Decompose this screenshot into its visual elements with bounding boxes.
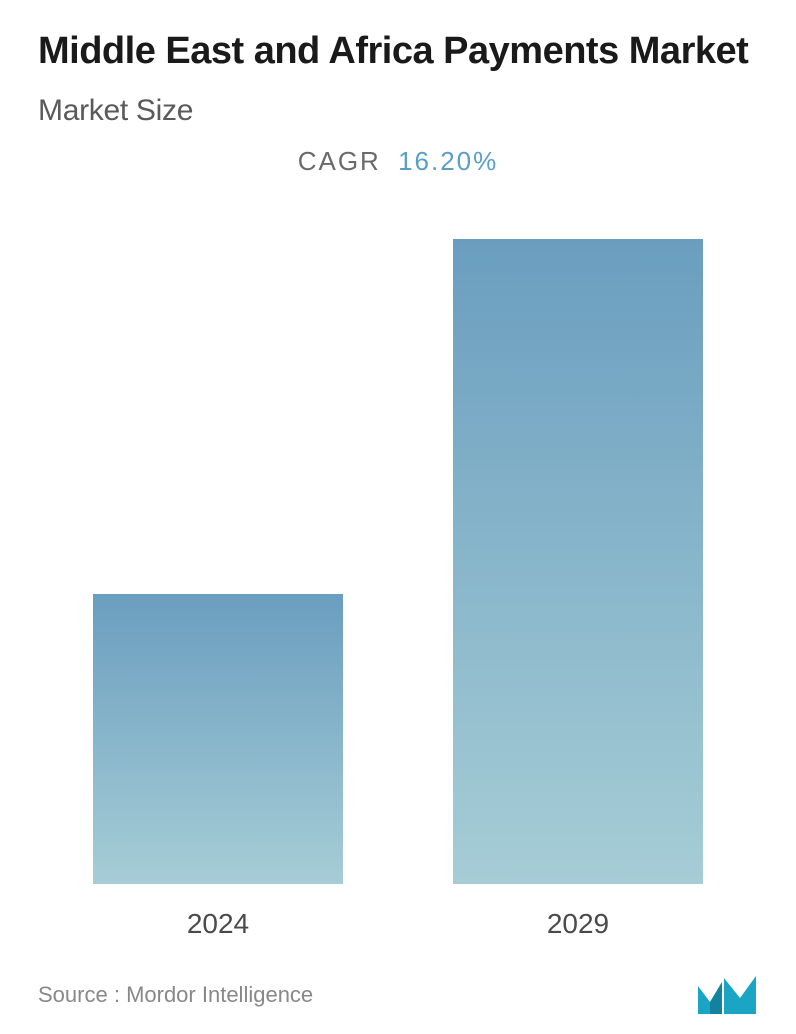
bar-label-0: 2024 [187,908,249,940]
mordor-logo-icon [698,976,758,1014]
chart-container: Middle East and Africa Payments Market M… [0,0,796,1034]
footer: Source : Mordor Intelligence [38,970,758,1014]
chart-plot-area: 2024 2029 [38,177,758,941]
source-label: Source : [38,982,120,1007]
bar-group-1: 2029 [453,239,703,940]
chart-subtitle: Market Size [38,94,758,128]
bar-label-1: 2029 [547,908,609,940]
cagr-row: CAGR 16.20% [38,146,758,177]
chart-title: Middle East and Africa Payments Market [38,28,758,76]
cagr-label: CAGR [298,146,381,176]
source-value: Mordor Intelligence [126,982,313,1007]
bar-1 [453,239,703,884]
cagr-value: 16.20% [398,146,498,176]
bar-0 [93,594,343,884]
bar-group-0: 2024 [93,594,343,940]
source-text: Source : Mordor Intelligence [38,982,313,1008]
